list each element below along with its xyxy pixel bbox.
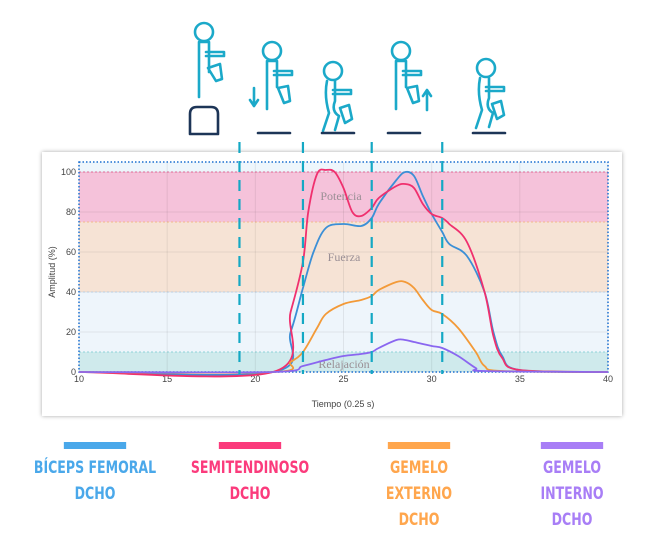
y-tick-label: 100: [61, 167, 76, 177]
legend-label: GEMELO EXTERNO: [385, 458, 453, 504]
y-axis-title: Amplitud (%): [47, 246, 57, 298]
band-label: Fuerza: [328, 250, 361, 264]
legend-label-side: DCHO: [551, 510, 593, 530]
band-1: [79, 222, 608, 292]
x-tick-label: 25: [338, 374, 348, 384]
y-tick-label: 0: [71, 367, 76, 377]
person-on-step-icon: [188, 21, 226, 136]
legend-label-side: DCHO: [398, 510, 440, 530]
y-tick-label: 20: [66, 327, 76, 337]
legend-item-gemelo-externo: GEMELO EXTERNO DCHO: [358, 440, 481, 533]
band-0: [79, 172, 608, 222]
band-label: Potencia: [320, 189, 362, 203]
person-standing-icon: [471, 57, 507, 135]
person-step-up-icon: [386, 40, 433, 135]
legend-item-gemelo-interno: GEMELO INTERNO DCHO: [511, 440, 634, 533]
y-tick-label: 40: [66, 287, 76, 297]
x-tick-label: 30: [427, 374, 437, 384]
emg-amplitude-chart: 0 20 40 60 80 100 10 15 20 25 30 35 40 Potencia Fuerza…: [47, 142, 613, 409]
band-2: [79, 292, 608, 352]
x-tick-label: 20: [250, 374, 260, 384]
legend-swatch: [387, 442, 451, 449]
series-line-3: [78, 338, 609, 374]
person-squat-icon: [320, 60, 356, 135]
y-tick-label: 60: [66, 247, 76, 257]
person-step-down-icon: [248, 40, 294, 135]
x-tick-label: 15: [162, 374, 172, 384]
legend-label-side: DCHO: [229, 484, 271, 504]
legend-swatch: [218, 442, 282, 449]
legend-label-side: DCHO: [74, 484, 116, 504]
legend-swatch: [540, 442, 604, 449]
band-label: Relajación: [318, 357, 369, 371]
x-tick-label: 10: [74, 374, 84, 384]
legend-label: SEMITENDINOSO: [190, 458, 310, 478]
x-axis-title: Tiempo (0.25 s): [312, 399, 375, 409]
legend-label: BÍCEPS FEMORAL: [33, 458, 157, 478]
x-tick-label: 35: [515, 374, 525, 384]
y-tick-label: 80: [66, 207, 76, 217]
legend-item-semitendinoso: SEMITENDINOSO DCHO: [189, 440, 312, 507]
series-line-1: [78, 168, 609, 378]
series-line-2: [78, 280, 609, 374]
x-tick-label: 40: [603, 374, 613, 384]
legend-swatch: [63, 442, 127, 449]
legend-item-biceps-femoral: BÍCEPS FEMORAL DCHO: [34, 440, 157, 507]
plot-border: [78, 161, 609, 373]
exercise-phase-illustrations: [188, 21, 507, 136]
legend-label: GEMELO INTERNO: [540, 458, 604, 504]
